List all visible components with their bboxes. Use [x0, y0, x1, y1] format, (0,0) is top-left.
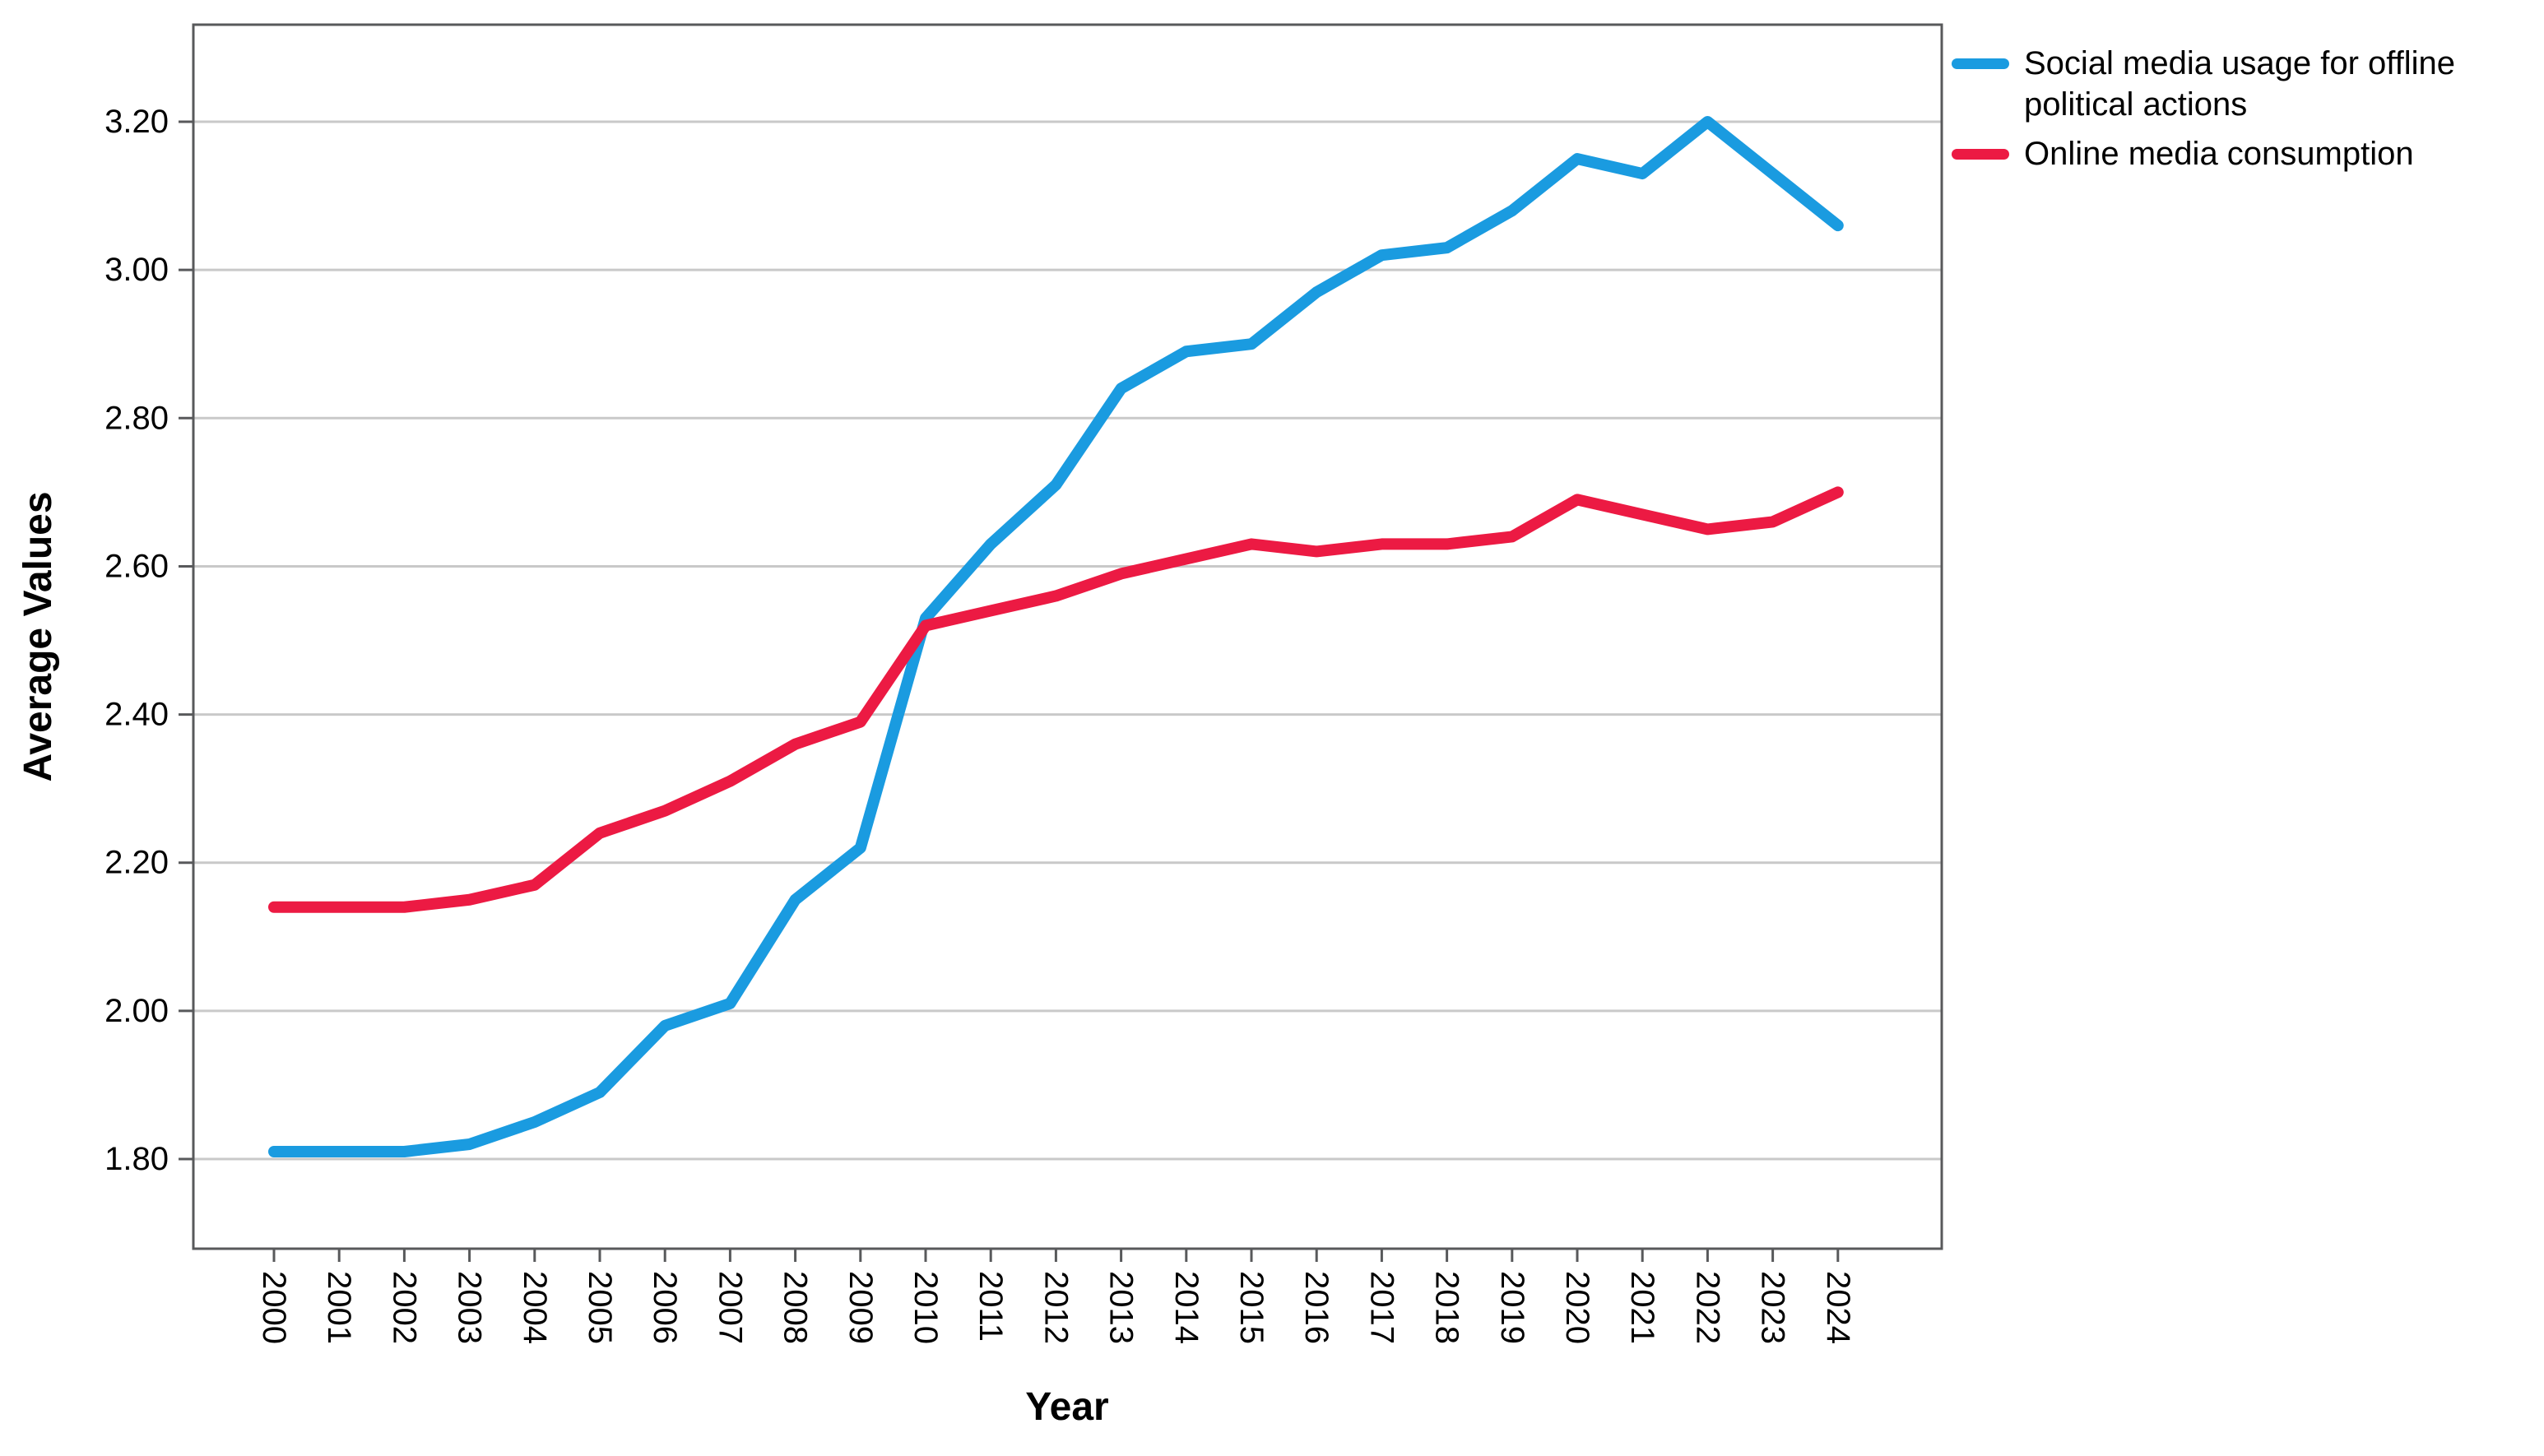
- gridlines-group: [193, 120, 1942, 1161]
- legend-item-online-media: Online media consumption: [1952, 133, 2495, 174]
- legend-label: Online media consumption: [2024, 136, 2414, 172]
- x-tick-label: 2024: [1820, 1271, 1856, 1344]
- x-tick-label: 2010: [908, 1271, 944, 1344]
- series-lines-group: [268, 116, 1844, 1157]
- legend-item-social-media: Social media usage for offline political…: [1952, 43, 2495, 125]
- y-tick-label: 3.00: [104, 252, 169, 288]
- y-axis-title: Average Values: [16, 491, 60, 781]
- x-tick-label: 2017: [1363, 1271, 1400, 1344]
- x-tick-label: 2007: [712, 1271, 748, 1344]
- x-tick-label: 2012: [1038, 1271, 1074, 1344]
- series-line-social-media: [268, 116, 1844, 1157]
- x-tick-label: 2015: [1233, 1271, 1270, 1344]
- y-tick-label: 2.20: [104, 845, 169, 881]
- plot-frame: [192, 23, 1943, 1250]
- x-tick-label: 2006: [647, 1271, 683, 1344]
- legend-swatch-red-line: [1952, 149, 2009, 160]
- x-tick-label: 2019: [1494, 1271, 1530, 1344]
- x-tick-label: 2022: [1689, 1271, 1725, 1344]
- x-tick-label: 2013: [1103, 1271, 1140, 1344]
- x-tick-label: 2016: [1298, 1271, 1335, 1344]
- y-axis-ticks-group: 1.80 2.00 2.20 2.40 2.60 2.80 3.00 3.20: [104, 104, 193, 1177]
- y-tick-label: 3.20: [104, 104, 169, 140]
- x-tick-label: 2021: [1624, 1271, 1660, 1344]
- x-tick-label: 2011: [973, 1271, 1009, 1342]
- legend-label: Social media usage for offline political…: [2024, 45, 2456, 123]
- x-tick-label: 2003: [452, 1271, 488, 1344]
- legend: Social media usage for offline political…: [1952, 43, 2495, 174]
- x-tick-label: 2023: [1755, 1271, 1791, 1344]
- x-tick-label: 2000: [256, 1271, 292, 1344]
- x-tick-label: 2020: [1559, 1271, 1595, 1344]
- y-tick-label: 2.40: [104, 697, 169, 733]
- y-tick-label: 2.80: [104, 400, 169, 436]
- y-tick-label: 2.60: [104, 548, 169, 584]
- series-line-online-media: [268, 486, 1844, 913]
- y-tick-label: 2.00: [104, 993, 169, 1029]
- x-tick-label: 2002: [386, 1271, 422, 1344]
- x-axis-ticks-group: 2000 2001 2002 2003 2004 2005 2006 2007 2008 2009…: [256, 1249, 1856, 1344]
- x-axis-title: Year: [1025, 1385, 1108, 1429]
- x-tick-label: 2018: [1429, 1271, 1465, 1344]
- x-tick-label: 2008: [778, 1271, 814, 1344]
- legend-swatch-blue-line: [1952, 58, 2009, 69]
- x-tick-label: 2009: [843, 1271, 879, 1344]
- x-tick-label: 2004: [517, 1271, 553, 1344]
- x-tick-label: 2014: [1168, 1271, 1205, 1344]
- y-tick-label: 1.80: [104, 1141, 169, 1177]
- x-tick-label: 2001: [321, 1271, 357, 1344]
- x-tick-label: 2005: [582, 1271, 618, 1344]
